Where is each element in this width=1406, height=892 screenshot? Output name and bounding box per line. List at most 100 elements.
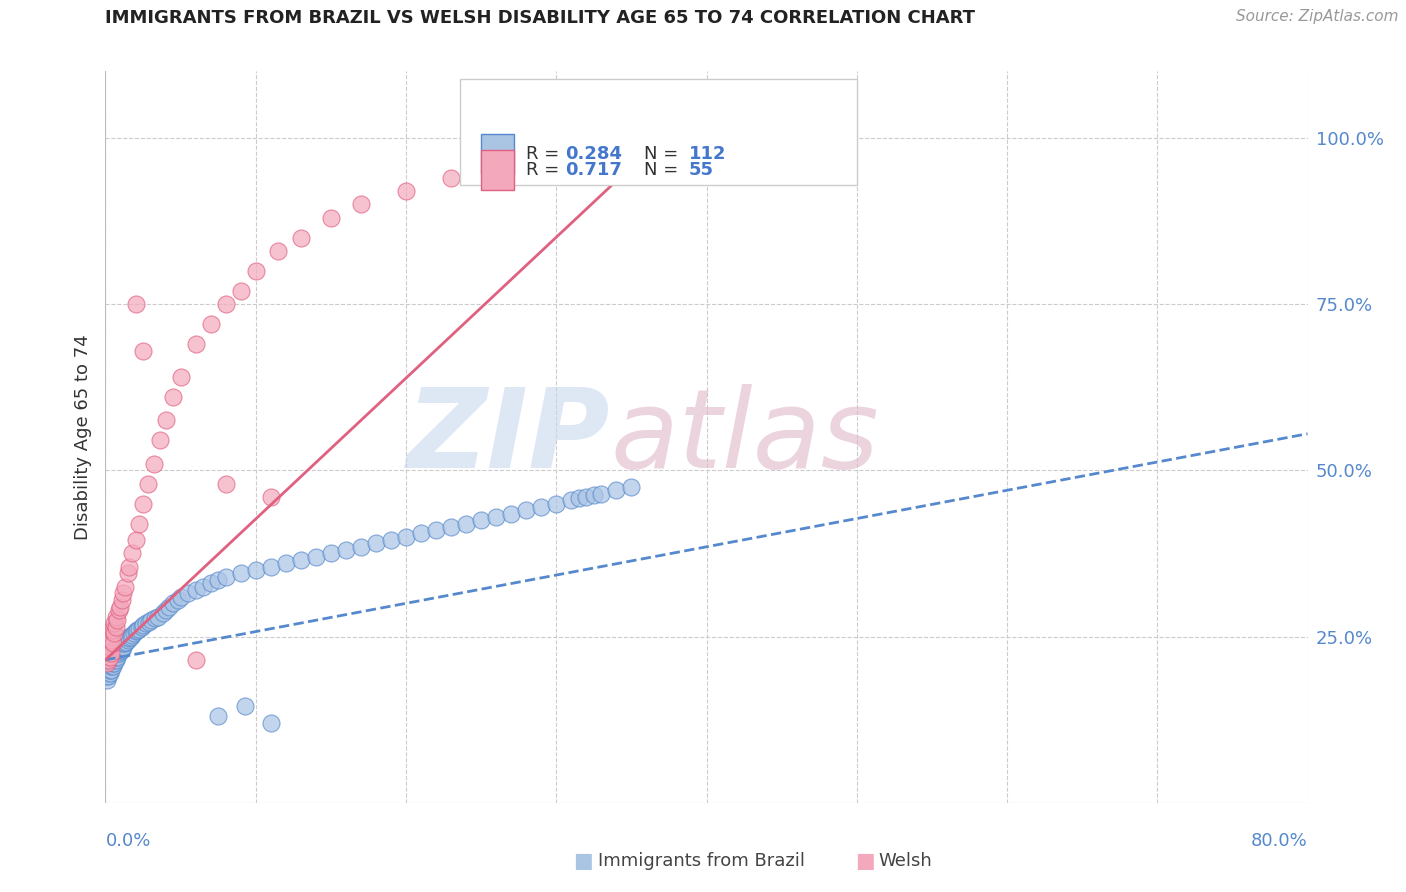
Text: ■: ■ [855, 851, 875, 871]
Point [111, 640, 134, 654]
Point [120, 630, 142, 644]
Point [157, 599, 180, 614]
Point [200, 317, 222, 331]
Point [207, 709, 229, 723]
Point [380, 533, 402, 548]
Text: N =: N = [644, 161, 683, 179]
Point [96, 663, 118, 677]
Point [97, 653, 120, 667]
Point [96, 643, 118, 657]
Point [139, 613, 162, 627]
Point [111, 593, 134, 607]
Point [485, 157, 508, 171]
Point [560, 493, 582, 508]
Point [97, 656, 120, 670]
Point [104, 646, 127, 660]
Point [107, 646, 129, 660]
Point [103, 653, 125, 667]
Point [97, 666, 120, 681]
Text: atlas: atlas [610, 384, 879, 491]
Point [100, 646, 122, 660]
Point [214, 476, 236, 491]
Point [350, 197, 373, 211]
Point [100, 623, 122, 637]
Text: 0.0%: 0.0% [105, 832, 150, 850]
Point [96, 669, 118, 683]
Point [108, 640, 131, 654]
Point [169, 370, 191, 384]
Point [107, 643, 129, 657]
Point [591, 486, 613, 500]
Point [108, 646, 131, 660]
FancyBboxPatch shape [481, 134, 515, 174]
Point [104, 653, 127, 667]
Point [98, 656, 121, 670]
Point [97, 646, 120, 660]
Point [454, 516, 477, 531]
Point [305, 549, 328, 564]
Text: N =: N = [644, 145, 683, 163]
Point [98, 630, 121, 644]
Text: 0.717: 0.717 [565, 161, 621, 179]
Point [124, 624, 146, 639]
Point [117, 630, 139, 644]
Point [96, 649, 118, 664]
Point [605, 483, 627, 498]
Point [97, 659, 120, 673]
Point [98, 640, 121, 654]
Point [319, 211, 342, 225]
Point [110, 644, 132, 658]
Point [101, 623, 124, 637]
Point [108, 643, 131, 657]
Point [166, 593, 188, 607]
Point [162, 390, 184, 404]
Point [96, 673, 118, 687]
Point [184, 582, 207, 597]
Point [124, 297, 146, 311]
Point [425, 523, 447, 537]
Point [96, 666, 118, 681]
Point [121, 628, 143, 642]
Point [103, 649, 125, 664]
Text: Welsh: Welsh [879, 852, 932, 870]
Point [233, 699, 256, 714]
Point [501, 507, 523, 521]
Point [214, 570, 236, 584]
Point [104, 649, 127, 664]
Point [245, 563, 267, 577]
Point [515, 503, 537, 517]
Point [335, 543, 357, 558]
Point [101, 656, 124, 670]
Point [103, 626, 125, 640]
Point [155, 603, 177, 617]
Point [117, 632, 139, 647]
Text: R =: R = [526, 145, 565, 163]
Point [108, 603, 131, 617]
Point [364, 536, 387, 550]
Point [118, 631, 141, 645]
Point [98, 649, 121, 664]
Point [100, 649, 122, 664]
Point [207, 573, 229, 587]
Point [111, 643, 134, 657]
Point [132, 617, 155, 632]
Point [122, 626, 145, 640]
Point [260, 716, 283, 731]
Text: ZIP: ZIP [406, 384, 610, 491]
Point [104, 643, 127, 657]
Point [530, 500, 553, 514]
Point [104, 609, 127, 624]
Point [485, 509, 508, 524]
Point [103, 616, 125, 631]
Point [121, 546, 143, 560]
Point [155, 413, 177, 427]
Point [98, 666, 121, 681]
Point [620, 480, 643, 494]
Point [229, 566, 252, 581]
Point [98, 646, 121, 660]
Point [350, 540, 373, 554]
Point [128, 516, 150, 531]
Point [100, 653, 122, 667]
Point [125, 623, 148, 637]
Point [100, 632, 122, 647]
